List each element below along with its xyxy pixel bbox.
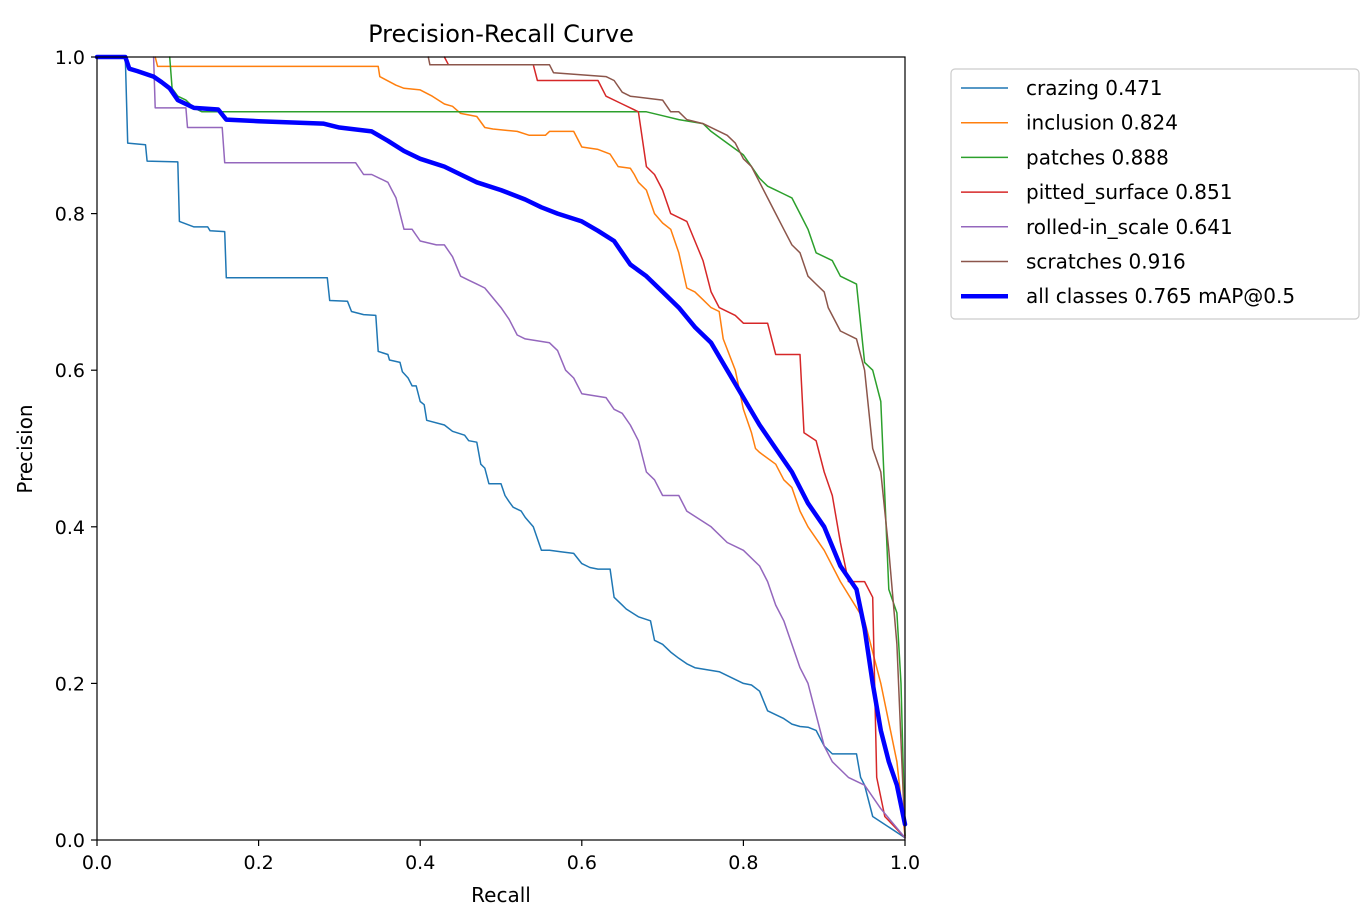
- y-tick-label: 0.6: [55, 360, 85, 382]
- legend-label: rolled-in_scale 0.641: [1026, 215, 1233, 239]
- x-tick-label: 0.6: [567, 852, 597, 874]
- y-tick-label: 0.4: [55, 517, 85, 539]
- x-tick-label: 0.0: [82, 852, 112, 874]
- legend-label: pitted_surface 0.851: [1026, 180, 1232, 204]
- x-axis-label: Recall: [471, 883, 531, 907]
- x-tick-label: 0.8: [728, 852, 758, 874]
- y-tick-label: 0.2: [55, 673, 85, 695]
- series-line-5: [427, 56, 906, 837]
- ticks-layer: 0.0 0.2 0.4 0.6 0.8 1.0 0.0 0.2 0.4 0.6 0.8 1.0: [55, 47, 920, 874]
- legend-label: patches 0.888: [1026, 145, 1169, 169]
- series-line-3: [443, 56, 906, 839]
- series-line-2: [168, 56, 906, 837]
- legend-label: crazing 0.471: [1026, 76, 1163, 100]
- chart-title: Precision-Recall Curve: [368, 20, 634, 48]
- legend-label: inclusion 0.824: [1026, 111, 1178, 135]
- x-tick-label: 1.0: [890, 852, 920, 874]
- y-tick-label: 0.8: [55, 204, 85, 226]
- plot-frame: [96, 56, 906, 841]
- y-tick-label: 0.0: [55, 830, 85, 852]
- y-tick-label: 1.0: [55, 47, 85, 69]
- series-layer: [94, 54, 908, 839]
- legend-box: [950, 68, 1360, 320]
- legend-label: scratches 0.916: [1026, 250, 1186, 274]
- legend: crazing 0.471 inclusion 0.824 patches 0.88…: [950, 68, 1360, 320]
- y-axis-label: Precision: [13, 404, 37, 493]
- series-line-6: [94, 54, 908, 827]
- x-tick-label: 0.4: [405, 852, 435, 874]
- legend-items: crazing 0.471 inclusion 0.824 patches 0.88…: [961, 76, 1295, 308]
- series-line-0: [96, 56, 906, 839]
- legend-label: all classes 0.765 mAP@0.5: [1026, 284, 1295, 308]
- x-tick-label: 0.2: [243, 852, 273, 874]
- series-line-4: [152, 56, 906, 839]
- series-line-1: [154, 56, 906, 837]
